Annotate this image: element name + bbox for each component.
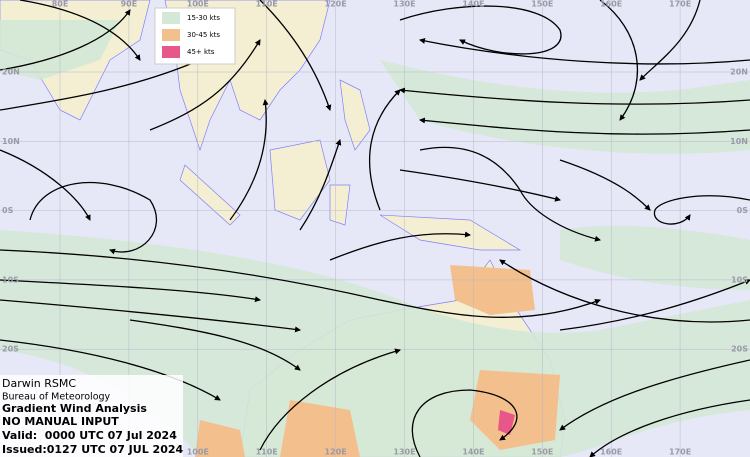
longitude-label: 130E	[393, 448, 415, 457]
latitude-label: 10N	[730, 137, 748, 146]
longitude-label: 160E	[600, 0, 622, 9]
latitude-label: 0S	[737, 206, 749, 215]
agency: Bureau of Meteorology	[2, 392, 111, 403]
wind-shading	[0, 20, 750, 457]
longitude-label: 120E	[325, 0, 347, 9]
longitude-label: 120E	[325, 448, 347, 457]
legend-label: 30-45 kts	[187, 31, 220, 39]
legend: 15-30 kts 30-45 kts 45+ kts	[154, 7, 236, 65]
longitude-label: 110E	[256, 0, 278, 9]
longitude-label: 90E	[121, 0, 138, 9]
office: Darwin RSMC	[2, 377, 76, 390]
latitude-label: 10S	[2, 275, 19, 284]
longitude-label: 140E	[462, 448, 484, 457]
longitude-label: 130E	[393, 0, 415, 9]
longitude-label: 100E	[187, 448, 209, 457]
note: NO MANUAL INPUT	[2, 415, 119, 428]
longitude-label: 140E	[462, 0, 484, 9]
longitude-label: 170E	[669, 0, 691, 9]
legend-items: 15-30 kts 30-45 kts 45+ kts	[162, 12, 220, 58]
longitude-label: 150E	[531, 0, 553, 9]
latitude-label: 10S	[731, 275, 748, 284]
latitude-label: 20S	[2, 345, 19, 354]
legend-swatch	[162, 12, 180, 24]
legend-swatch	[162, 29, 180, 41]
longitude-label: 80E	[52, 0, 69, 9]
latitude-label: 0S	[2, 206, 14, 215]
legend-label: 15-30 kts	[187, 14, 220, 22]
longitude-label: 170E	[669, 448, 691, 457]
info-background	[0, 375, 183, 457]
info-box: Darwin RSMC Bureau of Meteorology Gradie…	[0, 375, 183, 457]
longitude-label: 160E	[600, 448, 622, 457]
issued-time: Issued:0127 UTC 07 JUL 2024	[2, 443, 183, 456]
product: Gradient Wind Analysis	[2, 402, 147, 415]
latitude-label: 10N	[2, 137, 20, 146]
latitude-label: 20N	[2, 68, 20, 77]
valid-time: Valid: 0000 UTC 07 Jul 2024	[2, 429, 177, 442]
legend-swatch	[162, 46, 180, 58]
longitude-label: 110E	[256, 448, 278, 457]
longitude-label: 100E	[187, 0, 209, 9]
legend-label: 45+ kts	[187, 48, 215, 56]
latitude-label: 20N	[730, 68, 748, 77]
longitude-label: 150E	[531, 448, 553, 457]
latitude-label: 20S	[731, 345, 748, 354]
